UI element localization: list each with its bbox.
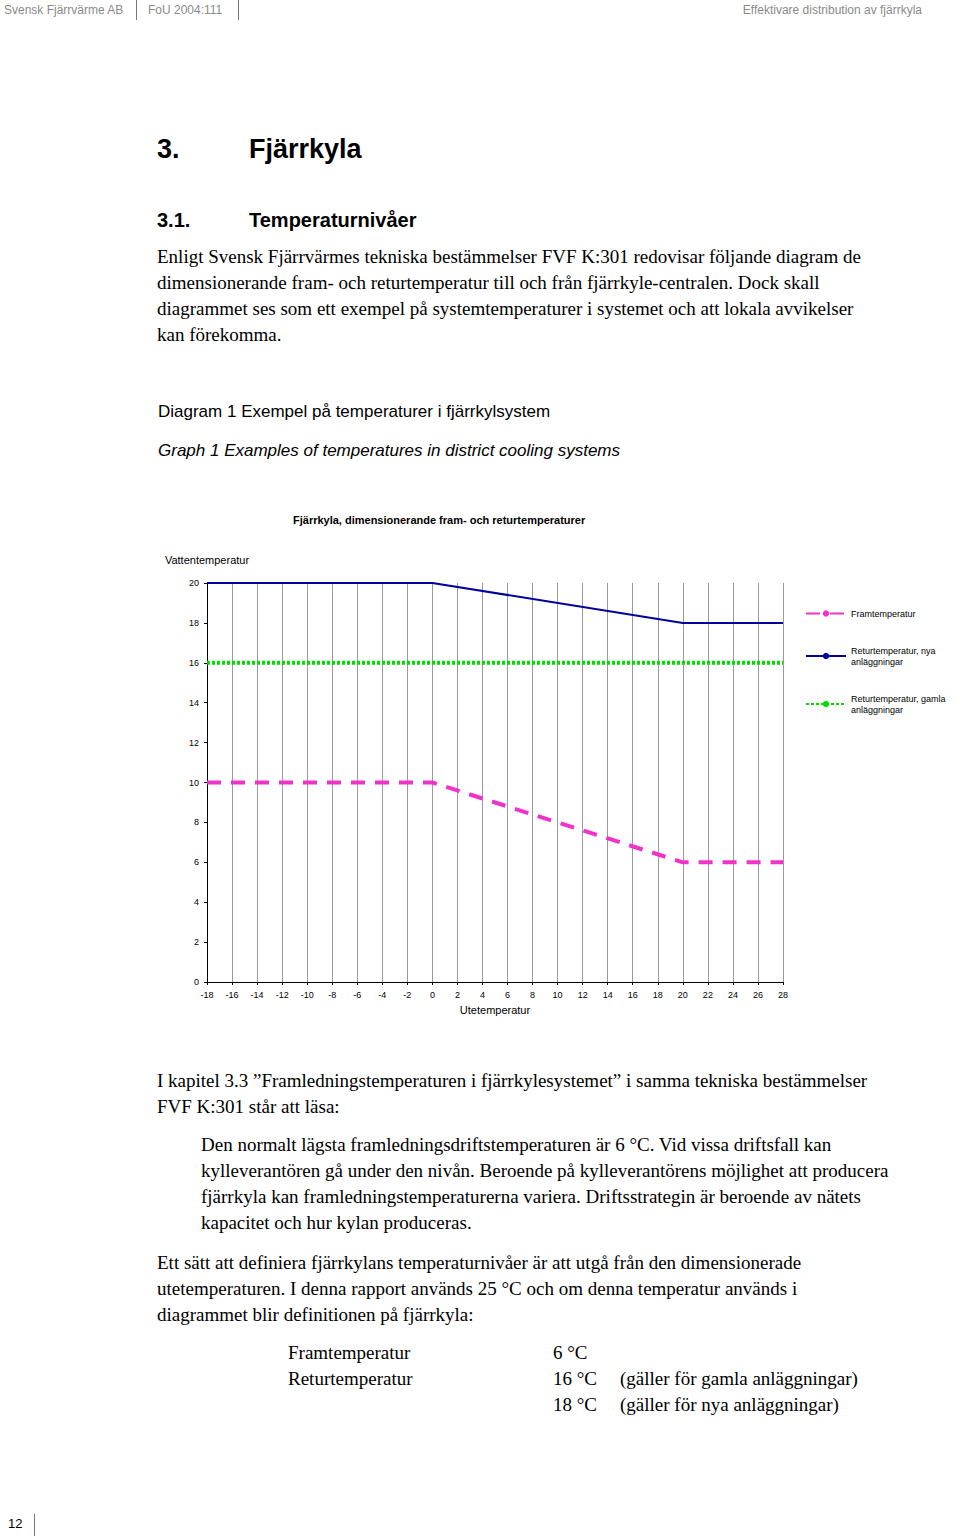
html-text:Fjärrkyla: Fjärrkyla bbox=[249, 134, 362, 164]
html-text:(gäller för gamla anläggningar: (gäller för gamla anläggningar) bbox=[620, 1368, 858, 1389]
svg-text:4: 4 bbox=[194, 897, 199, 907]
html-text:6 °C: 6 °C bbox=[553, 1342, 588, 1363]
svg-text:anläggningar: anläggningar bbox=[851, 657, 903, 667]
svg-text:10: 10 bbox=[189, 778, 199, 788]
html-text:Diagram 1 Exempel på temperatu: Diagram 1 Exempel på temperaturer i fjär… bbox=[158, 402, 551, 421]
html-text:Svensk Fjärrvärme AB: Svensk Fjärrvärme AB bbox=[4, 3, 124, 17]
svg-text:14: 14 bbox=[603, 990, 613, 1000]
html-text:Graph 1 Examples of temperatur: Graph 1 Examples of temperatures in dist… bbox=[158, 441, 620, 460]
svg-text:-14: -14 bbox=[251, 990, 264, 1000]
html-text:I kapitel 3.3 ”Framledningstem: I kapitel 3.3 ”Framledningstemperaturen … bbox=[157, 1070, 868, 1117]
svg-text:Returtemperatur, nya: Returtemperatur, nya bbox=[851, 646, 938, 656]
svg-text:18: 18 bbox=[653, 990, 663, 1000]
html-text:Ett sätt att definiera fjärrky: Ett sätt att definiera fjärrkylans tempe… bbox=[157, 1252, 802, 1325]
svg-text:12: 12 bbox=[578, 990, 588, 1000]
html-text:Den normalt lägsta framledning: Den normalt lägsta framledningsdriftstem… bbox=[201, 1134, 889, 1233]
svg-text:-2: -2 bbox=[403, 990, 411, 1000]
html-text:Framtemperatur: Framtemperatur bbox=[288, 1342, 411, 1363]
html-text:Temperaturnivåer: Temperaturnivåer bbox=[249, 209, 417, 231]
svg-text:6: 6 bbox=[505, 990, 510, 1000]
svg-text:14: 14 bbox=[189, 698, 199, 708]
svg-text:-16: -16 bbox=[226, 990, 239, 1000]
svg-text:8: 8 bbox=[530, 990, 535, 1000]
svg-text:24: 24 bbox=[728, 990, 738, 1000]
svg-text:12: 12 bbox=[189, 738, 199, 748]
html-text:3.1.: 3.1. bbox=[157, 209, 191, 231]
svg-text:6: 6 bbox=[194, 857, 199, 867]
html-text:Enligt Svensk Fjärrvärmes tekn: Enligt Svensk Fjärrvärmes tekniska bestä… bbox=[157, 246, 861, 345]
html-text:18 °C: 18 °C bbox=[553, 1394, 597, 1415]
svg-text:0: 0 bbox=[194, 977, 199, 987]
svg-text:-12: -12 bbox=[276, 990, 289, 1000]
svg-text:-4: -4 bbox=[378, 990, 386, 1000]
html-text:16 °C: 16 °C bbox=[553, 1368, 597, 1389]
svg-text:2: 2 bbox=[455, 990, 460, 1000]
svg-text:10: 10 bbox=[553, 990, 563, 1000]
svg-text:16: 16 bbox=[189, 658, 199, 668]
svg-text:-8: -8 bbox=[328, 990, 336, 1000]
svg-text:Fjärrkyla, dimensionerande fra: Fjärrkyla, dimensionerande fram- och ret… bbox=[293, 514, 586, 526]
svg-text:Returtemperatur, gamla: Returtemperatur, gamla bbox=[851, 694, 948, 704]
html-text:(gäller för nya anläggningar): (gäller för nya anläggningar) bbox=[620, 1394, 839, 1415]
svg-text:16: 16 bbox=[628, 990, 638, 1000]
svg-text:Framtemperatur: Framtemperatur bbox=[851, 609, 916, 619]
svg-text:Utetemperatur: Utetemperatur bbox=[460, 1004, 531, 1016]
svg-text:-10: -10 bbox=[301, 990, 314, 1000]
svg-text:Vattentemperatur: Vattentemperatur bbox=[165, 554, 250, 566]
html-text:FoU 2004:111: FoU 2004:111 bbox=[148, 3, 223, 17]
html-text:Effektivare distribution av fj: Effektivare distribution av fjärrkyla bbox=[742, 3, 922, 17]
svg-text:2: 2 bbox=[194, 937, 199, 947]
svg-text:-18: -18 bbox=[200, 990, 213, 1000]
svg-text:-6: -6 bbox=[353, 990, 361, 1000]
svg-text:20: 20 bbox=[678, 990, 688, 1000]
svg-text:22: 22 bbox=[703, 990, 713, 1000]
html-text:12: 12 bbox=[8, 1516, 23, 1531]
svg-text:anläggningar: anläggningar bbox=[851, 705, 903, 715]
svg-text:18: 18 bbox=[189, 618, 199, 628]
svg-text:4: 4 bbox=[480, 990, 485, 1000]
svg-text:28: 28 bbox=[778, 990, 788, 1000]
svg-text:0: 0 bbox=[430, 990, 435, 1000]
html-text:Returtemperatur: Returtemperatur bbox=[288, 1368, 413, 1389]
html-text:3.: 3. bbox=[157, 134, 180, 164]
svg-text:20: 20 bbox=[189, 578, 199, 588]
svg-text:8: 8 bbox=[194, 817, 199, 827]
svg-text:26: 26 bbox=[753, 990, 763, 1000]
